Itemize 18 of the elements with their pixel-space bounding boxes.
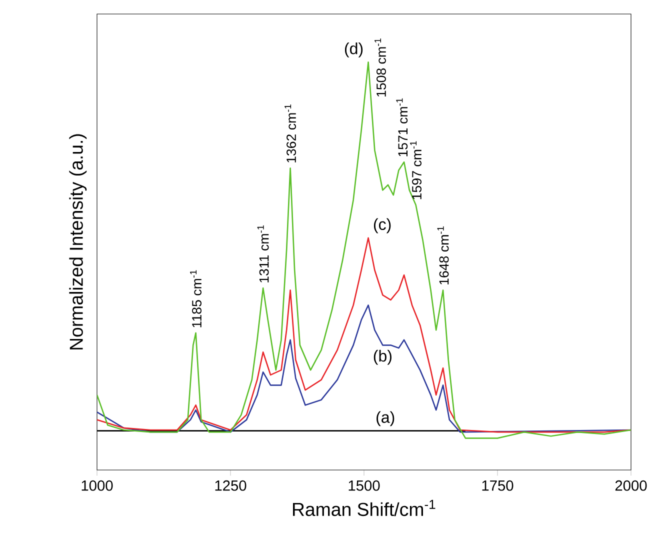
x-tick-label: 1750 (482, 480, 514, 491)
annotation: 1362 cm$^{-1}$ (284, 104, 296, 162)
series-label: (a) (376, 411, 394, 426)
x-tick-label: 1500 (348, 480, 380, 491)
annotation: 1597 cm$^{-1}$ (410, 141, 422, 200)
x-tick-label: 1000 (82, 480, 113, 491)
x-tick-label: 2000 (615, 480, 647, 491)
annotation: 1311 cm$^{-1}$ (257, 225, 269, 282)
x-axis-title: Raman Shift/cm$^{-1}$ (293, 500, 436, 516)
annotation: 1648 cm$^{-1}$ (437, 226, 449, 284)
series-label: (d) (344, 42, 363, 58)
annotation: 1185 cm$^{-1}$ (190, 270, 202, 328)
annotation: 1508 cm$^{-1}$ (374, 38, 386, 96)
y-axis-title: Normalized Intensity (a.u.) (69, 134, 87, 350)
series-label: (b) (374, 350, 392, 365)
x-tick-label: 1250 (215, 480, 246, 491)
series-label: (c) (374, 218, 391, 234)
annotation: 1571 cm$^{-1}$ (396, 98, 408, 156)
